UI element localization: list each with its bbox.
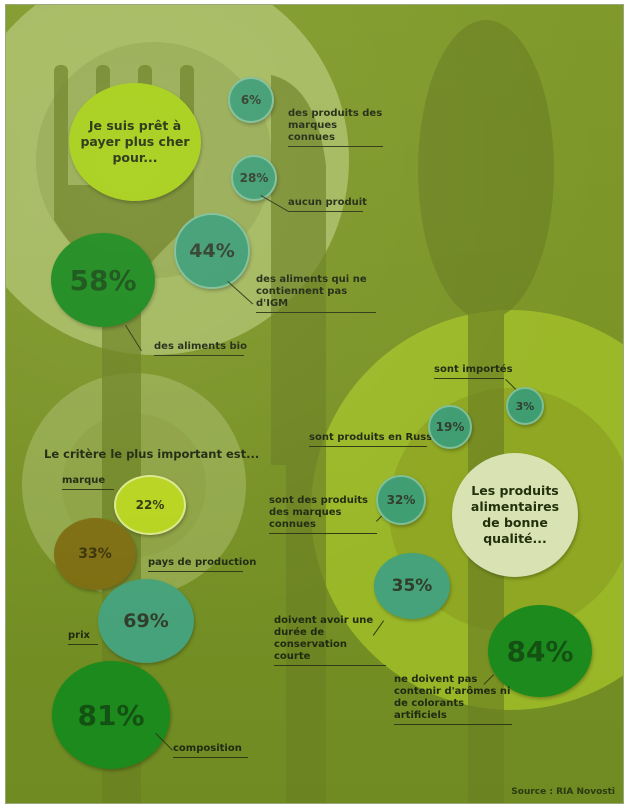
section2-bubble-69: 69% xyxy=(98,579,194,663)
section3-bubble-35: 35% xyxy=(374,553,450,619)
section2-label-81: composition xyxy=(173,743,248,758)
section3-label-32: sont des produits des marques connues xyxy=(269,495,377,534)
section1-title: Je suis prêt à payer plus cher pour... xyxy=(80,118,190,165)
section2-label-69: prix xyxy=(68,630,98,645)
section3-value-32: 32% xyxy=(386,493,416,507)
section1-value-6: 6% xyxy=(240,93,262,107)
section1-label-6: des produits des marques connues xyxy=(288,108,383,147)
section3-label-84: ne doivent pas contenir d'arômes ni de c… xyxy=(394,674,512,725)
section3-value-35: 35% xyxy=(391,576,433,596)
section1-bubble-58: 58% xyxy=(51,233,155,327)
section3-title: Les produits alimentaires de bonne quali… xyxy=(470,483,560,546)
section1-value-58: 58% xyxy=(69,263,137,297)
section1-bubble-28: 28% xyxy=(231,155,277,201)
section2-bubble-22: 22% xyxy=(114,475,186,535)
section2-bubble-33: 33% xyxy=(54,518,136,590)
section3-label-19: sont produits en Russie xyxy=(309,432,442,447)
section1-value-28: 28% xyxy=(239,171,269,185)
knife-silhouette xyxy=(271,75,326,803)
section3-value-3: 3% xyxy=(515,399,535,413)
source-credit: Source : RIA Novosti xyxy=(511,787,615,797)
section3-value-19: 19% xyxy=(435,420,465,434)
section2-title: Le critère le plus important est... xyxy=(44,447,260,461)
section1-title-bubble: Je suis prêt à payer plus cher pour... xyxy=(69,83,201,201)
section2-label-22: marque xyxy=(62,475,114,490)
section3-value-84: 84% xyxy=(506,634,574,668)
section3-bubble-19: 19% xyxy=(428,405,472,449)
section1-value-44: 44% xyxy=(189,240,235,262)
section2-value-69: 69% xyxy=(123,610,169,632)
infographic: Je suis prêt à payer plus cher pour... 6… xyxy=(5,4,624,804)
section1-label-28: 28% aucun produit xyxy=(288,197,367,212)
section2-value-22: 22% xyxy=(135,498,165,512)
section3-label-3: sont importés xyxy=(434,364,513,379)
section3-label-35: doivent avoir une durée de conservation … xyxy=(274,615,386,666)
section1-label-44: des aliments qui ne contiennent pas d'IG… xyxy=(256,274,376,313)
section2-value-33: 33% xyxy=(78,546,112,562)
section1-bubble-44: 44% xyxy=(174,213,250,289)
section2-label-33: pays de production xyxy=(148,557,256,572)
section3-bubble-84: 84% xyxy=(488,605,592,697)
section3-bubble-3: 3% xyxy=(506,387,544,425)
section2-bubble-81: 81% xyxy=(52,661,170,769)
section3-bubble-32: 32% xyxy=(376,475,426,525)
section1-bubble-6: 6% xyxy=(228,77,274,123)
section1-label-58: des aliments bio xyxy=(154,341,247,356)
section2-value-81: 81% xyxy=(77,698,145,732)
section3-title-bubble: Les produits alimentaires de bonne quali… xyxy=(452,453,578,577)
